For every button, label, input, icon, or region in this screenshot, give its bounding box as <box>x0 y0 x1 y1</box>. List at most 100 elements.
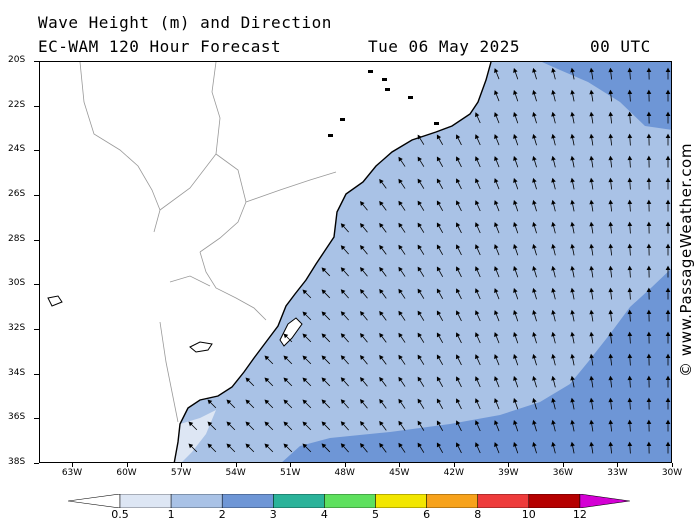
wave-arrow <box>646 133 652 146</box>
wave-arrow <box>513 156 519 168</box>
wave-arrow <box>646 199 652 212</box>
wave-arrow <box>665 111 671 124</box>
wave-arrow <box>359 289 368 299</box>
wave-arrow <box>302 443 312 453</box>
wave-arrow <box>646 397 652 410</box>
wave-arrow <box>321 443 331 453</box>
wave-arrow <box>608 111 614 124</box>
wave-arrow <box>455 178 462 190</box>
wave-map <box>39 61 672 463</box>
lon-tick <box>453 463 455 467</box>
wave-arrow <box>359 377 368 387</box>
wave-arrow <box>627 199 633 212</box>
wave-arrow <box>475 376 481 388</box>
wave-arrow <box>359 355 368 365</box>
lon-tick <box>672 463 673 467</box>
wave-arrow <box>302 333 312 343</box>
wave-arrow <box>551 331 556 344</box>
wave-arrow <box>532 353 537 366</box>
wave-arrow <box>417 178 425 189</box>
lat-label: 34S <box>8 367 26 378</box>
wave-arrow <box>475 420 481 432</box>
wave-arrow <box>436 222 444 233</box>
wave-arrow <box>608 441 614 454</box>
wave-arrow <box>359 443 368 453</box>
wave-arrow <box>475 288 481 300</box>
wave-arrow <box>264 443 274 453</box>
wave-arrow <box>475 112 481 124</box>
wave-arrow <box>532 67 537 80</box>
legend-arrow-left <box>68 494 121 508</box>
wave-arrow <box>340 289 349 299</box>
wave-arrow <box>475 442 481 454</box>
wave-arrow <box>283 443 293 453</box>
wave-arrow <box>398 420 406 431</box>
lon-tick <box>235 463 237 467</box>
legend-value: 12 <box>572 508 587 521</box>
wave-arrow <box>589 155 595 168</box>
wave-arrow <box>589 221 595 234</box>
wave-arrow <box>665 331 671 344</box>
lon-tick <box>508 463 510 467</box>
wave-arrow <box>608 397 614 410</box>
wave-arrow <box>665 375 671 388</box>
wave-arrow <box>494 332 500 344</box>
lagoon <box>279 317 303 347</box>
country-border <box>245 171 337 203</box>
wave-arrow <box>494 244 500 256</box>
wave-arrow <box>283 421 293 431</box>
wave-arrow <box>532 375 537 388</box>
wave-arrow <box>513 332 519 344</box>
wave-arrow <box>340 311 349 321</box>
wave-arrow <box>264 421 274 431</box>
wave-arrow <box>417 442 425 453</box>
coastline <box>173 62 492 462</box>
wave-arrow <box>379 310 387 321</box>
legend-swatch <box>477 494 530 508</box>
lat-tick <box>34 61 39 62</box>
wave-arrow <box>532 309 537 322</box>
wave-arrow <box>417 420 425 431</box>
country-border <box>159 321 179 423</box>
wave-arrow <box>627 221 633 234</box>
wave-arrow <box>455 222 462 234</box>
wave-arrow <box>627 397 633 410</box>
wave-arrow <box>340 355 349 365</box>
wave-arrow <box>398 376 406 387</box>
wave-arrow <box>532 221 537 234</box>
wave-arrow <box>627 265 633 278</box>
wave-arrow <box>359 245 368 255</box>
wave-height-legend <box>68 494 630 508</box>
wave-arrow <box>379 222 387 233</box>
wave-arrow <box>379 288 387 299</box>
wave-arrow <box>513 90 519 102</box>
wave-arrow <box>417 310 425 321</box>
wave-arrow <box>226 421 236 431</box>
wave-arrow <box>513 134 519 146</box>
lon-label: 60W <box>116 468 137 478</box>
country-border <box>199 153 247 253</box>
wave-arrow <box>417 288 425 299</box>
wave-arrow <box>494 442 500 454</box>
wave-arrow <box>475 178 481 190</box>
wave-arrow <box>245 421 255 431</box>
wave-arrow <box>340 333 349 343</box>
wave-arrow <box>475 244 481 256</box>
wave-arrow <box>532 419 537 432</box>
wave-arrow <box>513 376 519 388</box>
wave-arrow <box>570 67 575 80</box>
legend-swatch <box>170 494 223 508</box>
wave-arrow <box>551 397 556 410</box>
wave-arrow <box>608 199 614 212</box>
wave-arrow <box>436 332 444 343</box>
wave-arrow <box>608 265 614 278</box>
wave-arrow <box>436 288 444 299</box>
wave-arrow <box>379 244 387 255</box>
island <box>434 122 439 125</box>
legend-value: 6 <box>423 508 431 521</box>
wave-arrow <box>455 376 462 388</box>
wave-arrow <box>551 67 556 80</box>
wave-arrow <box>513 442 519 454</box>
wave-arrow <box>646 331 652 344</box>
wave-arrow <box>475 266 481 278</box>
